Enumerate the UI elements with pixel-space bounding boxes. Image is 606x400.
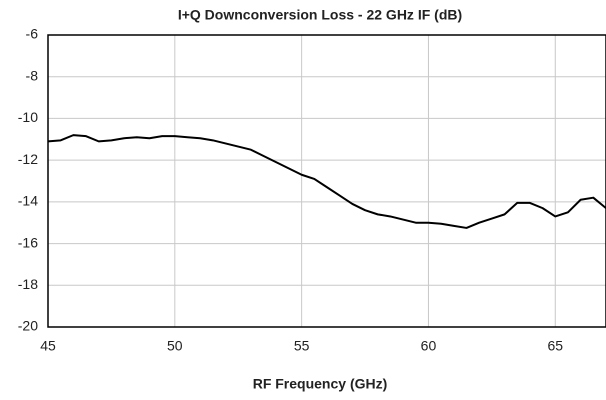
y-tick-label: -20 bbox=[18, 318, 38, 334]
plot-frame bbox=[47, 34, 606, 328]
x-tick-label: 65 bbox=[547, 338, 563, 354]
y-tick-label: -10 bbox=[18, 109, 38, 125]
y-tick-label: -16 bbox=[18, 234, 38, 250]
x-tick-label: 50 bbox=[167, 338, 183, 354]
x-tick-label: 45 bbox=[40, 338, 56, 354]
x-tick-label: 60 bbox=[421, 338, 437, 354]
x-tick-label: 55 bbox=[294, 338, 310, 354]
y-tick-label: -8 bbox=[26, 67, 39, 83]
x-axis-label: RF Frequency (GHz) bbox=[253, 376, 388, 392]
y-tick-label: -6 bbox=[26, 26, 39, 42]
y-tick-label: -12 bbox=[18, 151, 38, 167]
y-tick-label: -18 bbox=[18, 276, 38, 292]
data-line bbox=[47, 134, 606, 229]
chart-title: I+Q Downconversion Loss - 22 GHz IF (dB) bbox=[178, 7, 462, 23]
y-tick-label: -14 bbox=[18, 193, 38, 209]
